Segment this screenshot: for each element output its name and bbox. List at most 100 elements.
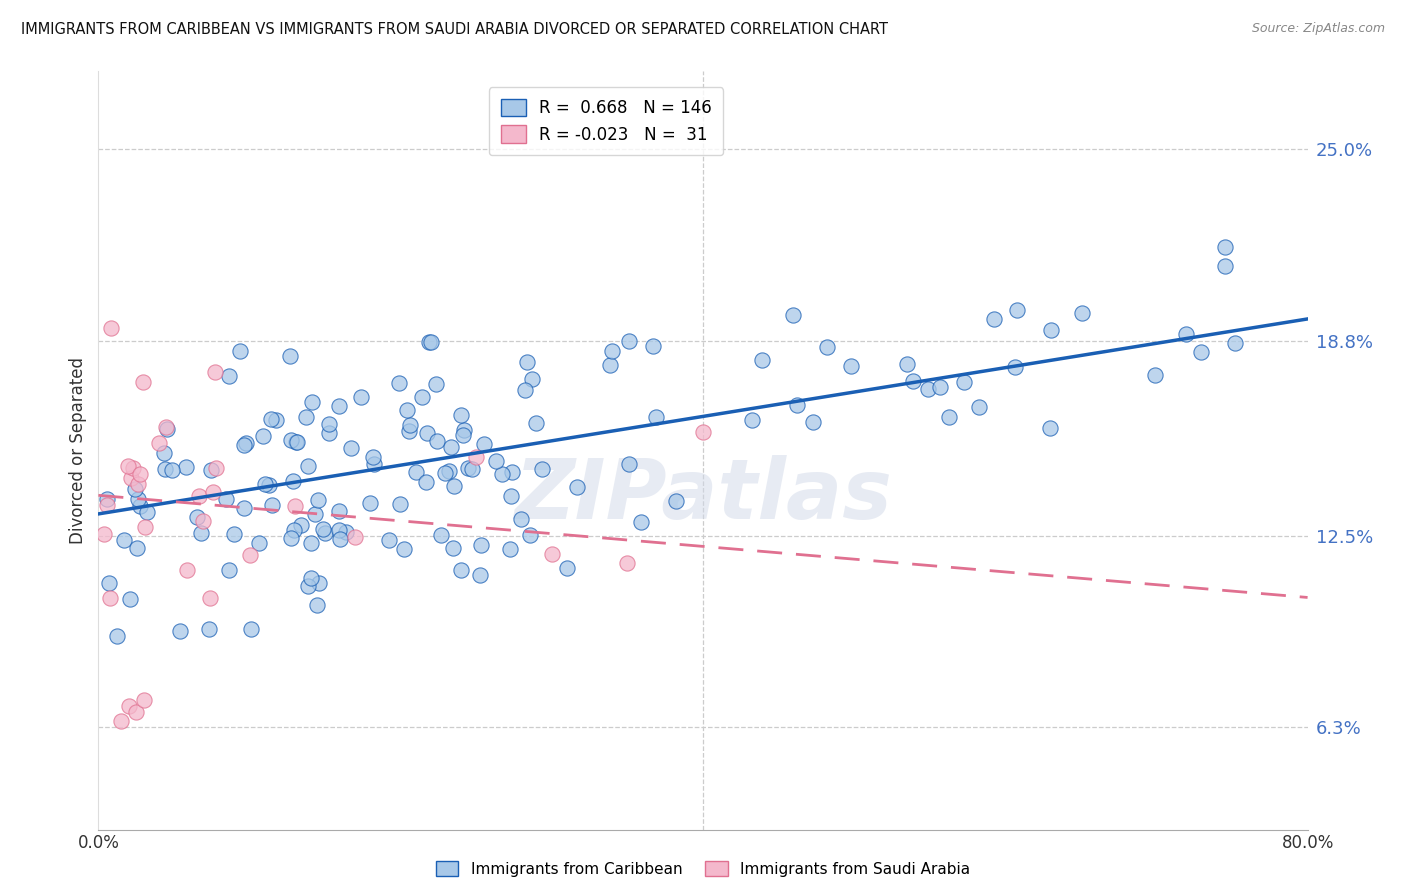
Point [190, 525, 212, 540]
Point [896, 357, 918, 371]
Point [782, 308, 804, 322]
Point [335, 524, 357, 539]
Point [112, 533, 135, 547]
Point [284, 499, 307, 513]
Point [160, 463, 183, 477]
Point [501, 465, 523, 479]
Point [344, 530, 367, 544]
Point [328, 399, 350, 413]
Point [1175, 327, 1198, 342]
Point [398, 424, 420, 438]
Point [339, 441, 361, 455]
Point [350, 390, 373, 404]
Point [120, 471, 142, 485]
Point [202, 484, 225, 499]
Point [254, 477, 277, 491]
Point [129, 467, 152, 482]
Point [1225, 336, 1247, 351]
Point [953, 375, 976, 389]
Point [415, 425, 437, 440]
Point [264, 412, 287, 426]
Point [200, 462, 222, 476]
Point [314, 526, 336, 541]
Point [786, 398, 808, 412]
Point [198, 591, 221, 606]
Point [129, 499, 152, 513]
Point [359, 496, 381, 510]
Point [499, 542, 522, 557]
Point [117, 458, 139, 473]
Point [191, 514, 214, 528]
Point [232, 438, 254, 452]
Point [280, 433, 302, 447]
Point [1040, 323, 1063, 337]
Point [501, 489, 523, 503]
Point [252, 428, 274, 442]
Point [124, 482, 146, 496]
Point [301, 395, 323, 409]
Point [399, 418, 422, 433]
Point [565, 480, 588, 494]
Point [285, 435, 308, 450]
Point [555, 560, 578, 574]
Point [121, 460, 143, 475]
Point [294, 409, 316, 424]
Point [485, 454, 508, 468]
Point [290, 518, 312, 533]
Point [96, 492, 118, 507]
Point [169, 624, 191, 638]
Point [1007, 303, 1029, 318]
Point [839, 359, 862, 373]
Point [426, 434, 449, 448]
Point [260, 498, 283, 512]
Point [110, 714, 132, 729]
Point [299, 571, 322, 585]
Point [283, 474, 305, 488]
Point [983, 312, 1005, 326]
Point [513, 383, 536, 397]
Point [516, 355, 538, 369]
Point [283, 523, 305, 537]
Point [308, 576, 330, 591]
Point [394, 542, 416, 557]
Point [125, 541, 148, 555]
Point [260, 412, 283, 426]
Point [917, 382, 939, 396]
Text: Source: ZipAtlas.com: Source: ZipAtlas.com [1251, 22, 1385, 36]
Point [617, 457, 640, 471]
Legend: Immigrants from Caribbean, Immigrants from Saudi Arabia: Immigrants from Caribbean, Immigrants fr… [427, 853, 979, 884]
Point [451, 427, 474, 442]
Point [465, 450, 488, 464]
Point [801, 416, 824, 430]
Point [229, 343, 252, 358]
Point [468, 567, 491, 582]
Point [285, 434, 308, 449]
Point [329, 532, 352, 546]
Point [176, 460, 198, 475]
Point [434, 467, 457, 481]
Point [520, 371, 543, 385]
Point [1004, 360, 1026, 375]
Point [524, 416, 547, 430]
Point [118, 592, 141, 607]
Point [450, 563, 472, 577]
Point [425, 376, 447, 391]
Point [204, 365, 226, 379]
Point [967, 401, 990, 415]
Point [187, 489, 209, 503]
Point [643, 339, 665, 353]
Point [418, 334, 440, 349]
Point [156, 422, 179, 436]
Point [415, 475, 437, 489]
Point [299, 536, 322, 550]
Point [437, 464, 460, 478]
Point [318, 417, 340, 431]
Point [645, 410, 668, 425]
Point [105, 629, 128, 643]
Point [132, 692, 155, 706]
Point [118, 698, 141, 713]
Point [311, 522, 333, 536]
Point [218, 369, 240, 384]
Point [176, 563, 198, 577]
Point [125, 705, 148, 719]
